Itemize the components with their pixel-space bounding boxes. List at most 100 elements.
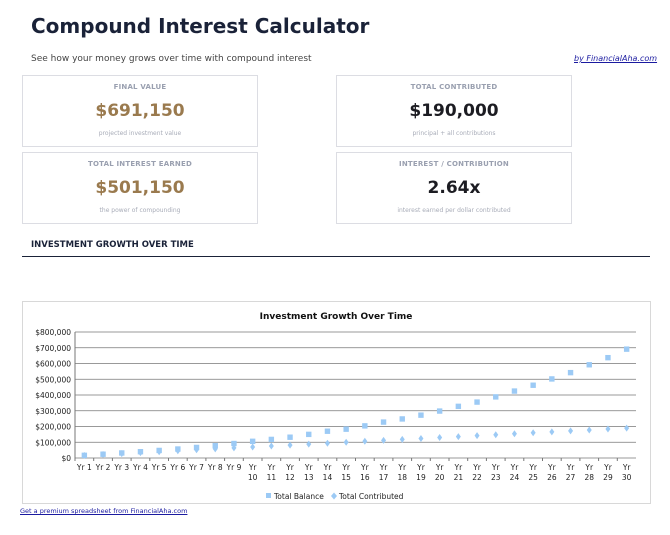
card-label: TOTAL CONTRIBUTED	[410, 83, 498, 91]
section-divider	[22, 256, 650, 257]
x-tick-label: 13	[304, 473, 314, 482]
byline-link[interactable]: by FinancialAha.com	[574, 54, 658, 63]
x-tick-label: Yr 1	[76, 463, 92, 472]
legend-total-contributed: Total Contributed	[338, 492, 404, 501]
x-tick-label: 11	[267, 473, 277, 482]
balance-point	[268, 436, 275, 443]
x-tick-label: 19	[416, 473, 426, 482]
balance-point	[474, 399, 480, 405]
legend-diamond-icon	[331, 492, 337, 500]
balance-point	[137, 449, 144, 455]
x-tick-label: 22	[472, 473, 482, 482]
x-tick-label: Yr	[454, 463, 464, 472]
card-final-value: FINAL VALUE $691,150 projected investmen…	[22, 75, 258, 147]
contributed-point	[362, 437, 368, 445]
x-tick-label: 17	[379, 473, 389, 482]
x-tick-label: 25	[528, 473, 538, 482]
x-tick-label: Yr	[603, 463, 613, 472]
x-tick-label: Yr 4	[132, 463, 148, 472]
balance-point	[306, 431, 312, 438]
card-note: interest earned per dollar contributed	[397, 207, 511, 214]
balance-point	[343, 426, 349, 432]
contributed-point	[549, 428, 555, 436]
contributed-point	[605, 425, 611, 433]
balance-point	[436, 408, 443, 414]
contributed-point	[268, 442, 274, 450]
x-tick-label: Yr	[416, 463, 426, 472]
x-tick-label: Yr 8	[207, 463, 223, 472]
x-tick-label: 30	[622, 473, 632, 482]
balance-point	[324, 428, 331, 434]
x-tick-label: 10	[248, 473, 258, 482]
balance-point	[418, 412, 424, 418]
x-tick-label: Yr	[267, 463, 277, 472]
x-tick-label: Yr	[304, 463, 314, 472]
x-tick-label: 28	[584, 473, 594, 482]
x-tick-label: Yr	[248, 463, 258, 472]
x-tick-label: 12	[285, 473, 295, 482]
x-tick-label: 27	[566, 473, 576, 482]
contributed-point	[568, 427, 574, 435]
section-title: INVESTMENT GROWTH OVER TIME	[31, 240, 194, 250]
balance-point	[605, 354, 611, 361]
x-tick-label: Yr 2	[95, 463, 111, 472]
y-tick-label: $300,000	[35, 407, 71, 416]
contributed-point	[324, 439, 330, 447]
x-tick-label: Yr	[472, 463, 482, 472]
x-tick-label: Yr	[584, 463, 594, 472]
y-tick-label: $800,000	[35, 328, 71, 337]
balance-point	[530, 382, 536, 388]
page-subtitle: See how your money grows over time with …	[31, 54, 312, 64]
card-note: projected investment value	[98, 130, 182, 137]
card-interest-ratio: INTEREST / CONTRIBUTION 2.64x interest e…	[336, 152, 572, 224]
contributed-point	[437, 434, 443, 442]
x-tick-label: 14	[323, 473, 333, 482]
contributed-point	[624, 424, 630, 432]
x-tick-label: 15	[341, 473, 351, 482]
y-tick-label: $200,000	[35, 423, 71, 432]
contributed-point	[287, 441, 293, 449]
x-tick-label: Yr	[547, 463, 557, 472]
balance-point	[399, 416, 405, 422]
balance-point	[362, 423, 368, 429]
contributed-point	[493, 431, 499, 439]
x-tick-label: Yr	[285, 463, 295, 472]
balance-point	[156, 447, 162, 454]
balance-point	[231, 440, 237, 447]
x-tick-label: Yr	[397, 463, 407, 472]
x-tick-label: Yr	[510, 463, 520, 472]
x-tick-label: Yr 9	[226, 463, 242, 472]
x-tick-label: Yr	[435, 463, 445, 472]
balance-point	[193, 444, 200, 451]
x-tick-label: 26	[547, 473, 557, 482]
contributed-point	[530, 429, 536, 437]
y-tick-label: $0	[61, 454, 71, 463]
y-tick-label: $100,000	[35, 438, 71, 447]
contributed-point	[399, 435, 405, 443]
x-tick-label: Yr	[566, 463, 576, 472]
x-tick-label: 16	[360, 473, 370, 482]
balance-point	[511, 388, 518, 394]
x-tick-label: Yr	[341, 463, 351, 472]
balance-point	[81, 452, 88, 459]
balance-point	[380, 419, 387, 425]
balance-point	[212, 443, 218, 449]
balance-point	[100, 451, 106, 457]
card-total-interest: TOTAL INTEREST EARNED $501,150 the power…	[22, 152, 258, 224]
x-tick-label: Yr	[379, 463, 389, 472]
chart-title: Investment Growth Over Time	[260, 312, 413, 322]
contributed-point	[306, 440, 312, 448]
balance-point	[567, 369, 574, 376]
card-note: principal + all contributions	[412, 130, 496, 137]
y-tick-label: $500,000	[35, 375, 71, 384]
legend-total-balance: Total Balance	[273, 492, 324, 501]
balance-point	[119, 450, 125, 456]
card-label: FINAL VALUE	[113, 83, 167, 91]
x-tick-label: Yr 5	[151, 463, 167, 472]
contributed-point	[474, 432, 480, 440]
x-tick-label: Yr	[528, 463, 538, 472]
x-tick-label: Yr	[360, 463, 370, 472]
premium-spreadsheet-link[interactable]: Get a premium spreadsheet from Financial…	[20, 507, 188, 515]
y-tick-label: $400,000	[35, 391, 71, 400]
